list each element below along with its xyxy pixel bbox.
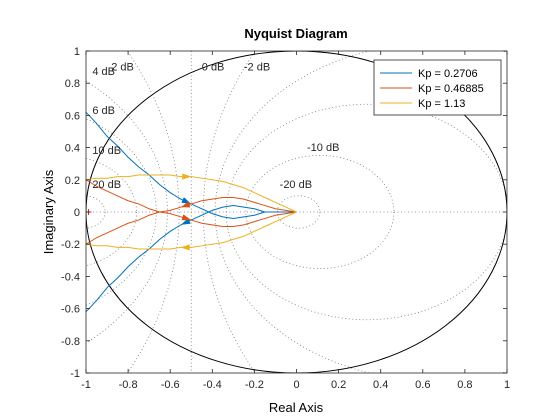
- m-circle-10db: [86, 157, 137, 267]
- direction-arrow: [181, 197, 192, 204]
- x-tick-label: 0.4: [373, 379, 388, 391]
- db-label: 4 dB: [92, 66, 115, 78]
- x-tick-label: -0.8: [119, 379, 138, 391]
- y-tick-label: 0.4: [65, 143, 80, 155]
- db-label: -20 dB: [280, 179, 312, 191]
- y-tick-label: 0.8: [65, 78, 80, 90]
- y-tick-label: 0: [74, 207, 80, 219]
- legend: Kp = 0.2706 Kp = 0.46885 Kp = 1.13: [373, 59, 502, 116]
- axes-box: [85, 50, 508, 374]
- direction-arrow: [180, 244, 190, 251]
- y-tick-label: -0.4: [61, 271, 80, 283]
- db-label: 2 dB: [111, 61, 134, 73]
- direction-arrow: [181, 214, 192, 221]
- legend-entry: Kp = 0.2706: [418, 68, 478, 80]
- x-tick-label: -0.4: [203, 379, 222, 391]
- direction-arrow: [180, 218, 191, 225]
- x-tick-label: 0.2: [331, 379, 346, 391]
- m-circle--10db: [245, 155, 395, 269]
- y-tick-label: -0.6: [61, 304, 80, 316]
- y-axis-label: Imaginary Axis: [41, 169, 56, 254]
- ticks-layer: -1 -0.8 -0.6 -0.4 -0.2 0 0.2 0.4 0.6 0.8 1 1 0.8 0.6 0…: [61, 46, 510, 391]
- db-label: 10 dB: [92, 145, 121, 157]
- series-layer: +: [86, 111, 297, 313]
- m-circle-20db: [86, 195, 106, 229]
- y-tick-label: 0.6: [65, 110, 80, 122]
- db-label: 0 dB: [202, 61, 225, 73]
- m-circle-2db: [126, 51, 180, 373]
- direction-arrow: [180, 201, 191, 208]
- x-tick-label: 0.6: [415, 379, 430, 391]
- y-tick-label: -0.2: [61, 239, 80, 251]
- db-label: -2 dB: [244, 61, 270, 73]
- x-tick-label: 0.8: [457, 379, 472, 391]
- m-circle--20db: [276, 195, 321, 229]
- legend-entry: Kp = 0.46885: [418, 83, 484, 95]
- chart-title: Nyquist Diagram: [244, 26, 347, 41]
- db-label: 20 dB: [92, 179, 121, 191]
- y-tick-label: 0.2: [65, 175, 80, 187]
- y-tick-label: -1: [70, 368, 80, 380]
- db-label: -10 dB: [307, 142, 339, 154]
- direction-arrow: [182, 173, 192, 180]
- series-line-2-negative: [86, 197, 297, 245]
- x-tick-label: -1: [81, 379, 91, 391]
- x-tick-label: -0.6: [161, 379, 180, 391]
- x-tick-label: 1: [504, 379, 510, 391]
- series-line-3-negative: [86, 211, 297, 250]
- x-axis-label: Real Axis: [269, 400, 324, 415]
- x-tick-label: -0.2: [245, 379, 264, 391]
- db-label: 6 dB: [92, 105, 115, 117]
- y-tick-label: -0.8: [61, 336, 80, 348]
- legend-entry: Kp = 1.13: [418, 98, 465, 110]
- x-tick-label: 0: [293, 379, 299, 391]
- y-tick-label: 1: [74, 46, 80, 58]
